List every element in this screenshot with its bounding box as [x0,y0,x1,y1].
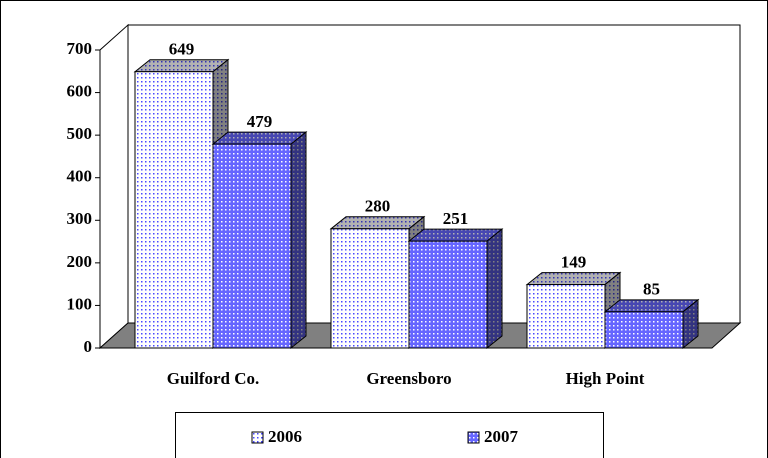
data-label: 280 [365,197,391,216]
x-tick-label: Guilford Co. [167,369,260,388]
y-tick-label: 0 [84,337,93,356]
data-label: 85 [643,280,660,299]
legend-label: 2006 [268,427,302,446]
legend-label: 2007 [484,427,519,446]
bar-side [486,228,503,350]
data-label: 479 [247,112,273,131]
bar [408,240,488,349]
bar-top [407,228,504,242]
bar-side [290,131,307,350]
y-tick-label: 700 [67,39,93,58]
legend-box [175,412,604,458]
side-wall [99,23,129,350]
bar [604,311,684,349]
bar [526,284,606,349]
data-label: 149 [561,252,587,271]
legend-swatch [251,431,264,444]
bar-top [603,299,700,313]
legend-swatch [467,431,480,444]
y-tick-label: 600 [67,81,93,100]
bar-top [525,272,622,286]
x-tick-label: High Point [566,369,645,388]
data-label: 649 [169,40,195,59]
y-tick-label: 500 [67,124,93,143]
bar-top [211,131,308,145]
bar [134,71,214,349]
bar [330,228,410,349]
bar-top [133,59,230,73]
bar [212,143,292,349]
y-tick-label: 100 [67,294,93,313]
x-tick-label: Greensboro [366,369,451,388]
bar-top [329,216,426,230]
data-label: 251 [443,209,469,228]
y-tick-label: 300 [67,209,93,228]
y-tick-label: 200 [67,252,93,271]
y-tick-label: 400 [67,167,93,186]
